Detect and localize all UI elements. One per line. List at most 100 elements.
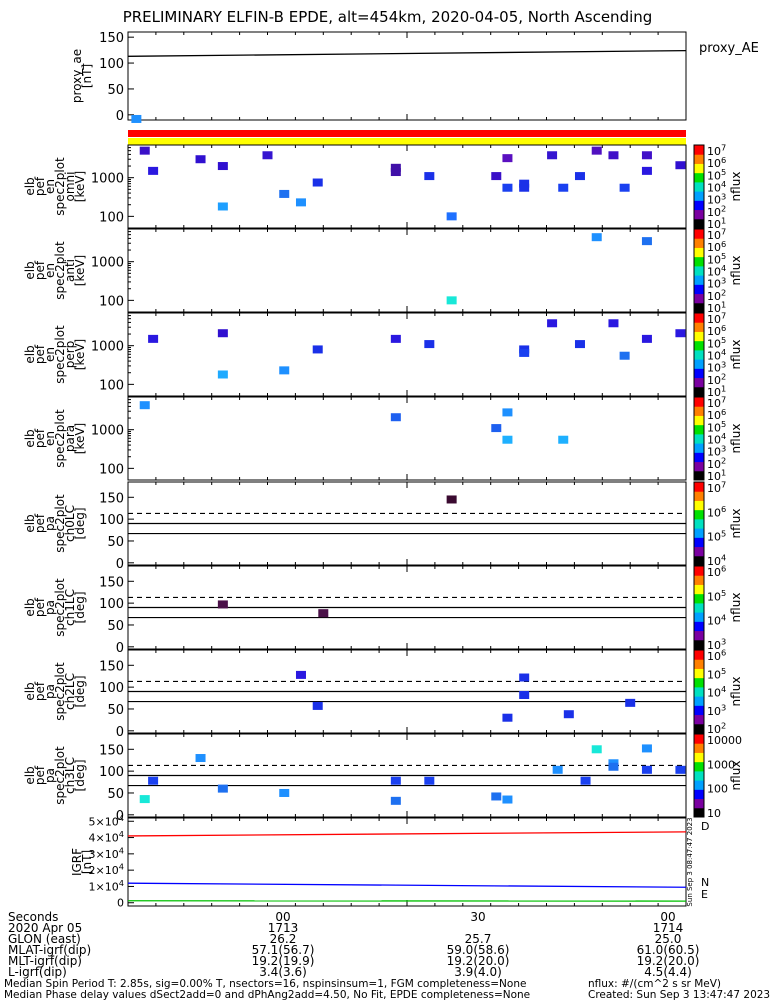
data-cell: [564, 710, 574, 718]
data-cell: [196, 754, 206, 762]
data-cell: [592, 147, 602, 155]
colorbar-band: [694, 650, 704, 660]
data-cell: [196, 155, 206, 163]
data-cell: [491, 792, 501, 800]
colorbar-tick-label: 104: [707, 612, 726, 627]
colorbar-tick-label: 103: [707, 702, 726, 717]
y-axis-label: [nT]: [80, 64, 94, 88]
colorbar-band: [694, 528, 704, 538]
colorbar-band: [694, 173, 704, 183]
y-axis-label: [deg]: [73, 760, 87, 792]
data-cell: [148, 167, 158, 175]
colorbar-band: [694, 482, 704, 492]
colorbar-band: [694, 331, 704, 341]
y-tick-label: 50: [107, 83, 124, 98]
colorbar-band: [694, 145, 704, 155]
colorbar-band: [694, 621, 704, 631]
colorbar-band: [694, 696, 704, 706]
y-tick-label: 5×104: [89, 813, 124, 828]
colorbar-band: [694, 678, 704, 688]
data-cell: [581, 777, 591, 785]
colorbar-band: [694, 452, 704, 462]
data-cell: [447, 212, 457, 220]
data-cell: [391, 335, 401, 343]
data-cell: [675, 766, 685, 774]
ephemeris-value: 4.5(4.4): [644, 965, 692, 979]
y-axis-label: [deg]: [73, 592, 87, 624]
y-tick-label: 100: [99, 57, 124, 72]
data-cell: [424, 340, 434, 348]
colorbar-label: nflux: [729, 172, 743, 202]
data-cell: [620, 352, 630, 360]
colorbar-band: [694, 443, 704, 453]
data-cell: [296, 671, 306, 679]
ephemeris-value: 30: [470, 910, 485, 924]
colorbar-band: [694, 425, 704, 435]
y-tick-label: 1000: [91, 256, 124, 271]
data-cell: [148, 335, 158, 343]
data-cell: [608, 763, 618, 771]
panel-frame: [128, 145, 686, 228]
colorbar-band: [694, 789, 704, 799]
data-cell: [491, 424, 501, 432]
flag-strip: [128, 130, 686, 137]
data-cell: [502, 154, 512, 162]
footer-phase-info: Median Phase delay values dSect2add=0 an…: [4, 989, 530, 1001]
data-cell: [391, 168, 401, 176]
y-axis-label: [keV]: [73, 255, 87, 286]
y-tick-label: 4×104: [89, 829, 124, 844]
ephemeris-value: 3.9(4.0): [454, 965, 502, 979]
data-cell: [279, 366, 289, 374]
colorbar-band: [694, 743, 704, 753]
colorbar-band: [694, 219, 704, 229]
y-tick-label: 150: [99, 491, 124, 506]
data-cell: [502, 714, 512, 722]
side-timestamp: Sun Sep 3 08:47:47 2023: [686, 817, 694, 906]
data-cell: [575, 172, 585, 180]
colorbar-tick-label: 10000: [707, 734, 742, 747]
colorbar-band: [694, 191, 704, 201]
colorbar-band: [694, 566, 704, 576]
legend-d: D: [701, 820, 709, 833]
y-tick-label: 3×104: [89, 845, 124, 860]
data-cell: [279, 789, 289, 797]
data-cell: [675, 329, 685, 337]
data-cell: [642, 237, 652, 245]
y-tick-label: 100: [99, 513, 124, 528]
y-tick-label: 150: [99, 743, 124, 758]
colorbar-band: [694, 687, 704, 697]
data-cell: [519, 691, 529, 699]
colorbar-band: [694, 415, 704, 425]
colorbar-band: [694, 397, 704, 407]
series-line: [128, 51, 686, 57]
colorbar-band: [694, 313, 704, 323]
data-cell: [140, 401, 150, 409]
colorbar-label: nflux: [729, 424, 743, 454]
colorbar-band: [694, 154, 704, 164]
data-cell: [313, 179, 323, 187]
colorbar-label: nflux: [729, 509, 743, 539]
panel-frame: [128, 229, 686, 312]
data-cell: [218, 785, 228, 793]
data-cell: [502, 436, 512, 444]
y-tick-label: 1000: [91, 340, 124, 355]
colorbar-band: [694, 640, 704, 650]
data-cell: [296, 198, 306, 206]
data-cell: [502, 796, 512, 804]
colorbar-tick-label: 107: [707, 480, 726, 495]
colorbar-band: [694, 257, 704, 267]
data-cell: [131, 115, 141, 123]
series-line: [128, 883, 686, 887]
data-cell: [642, 766, 652, 774]
y-tick-label: 0: [117, 897, 124, 910]
colorbar-tick-label: 105: [707, 588, 726, 603]
colorbar-band: [694, 247, 704, 257]
colorbar-band: [694, 229, 704, 239]
colorbar-tick-label: 10: [707, 807, 721, 820]
panel-igrf: IGRF[nT]: [70, 818, 686, 906]
colorbar-band: [694, 705, 704, 715]
colorbar-band: [694, 556, 704, 566]
colorbar-label: nflux: [729, 677, 743, 707]
colorbar-band: [694, 491, 704, 501]
